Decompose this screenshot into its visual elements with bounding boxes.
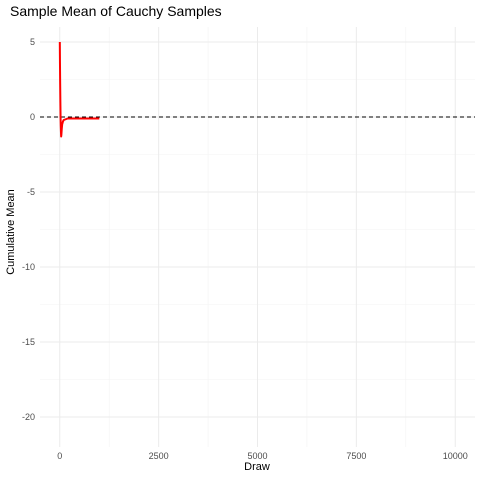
y-tick-label: -20 [22, 412, 35, 422]
series-group [58, 41, 100, 138]
x-tick-label: 10000 [443, 451, 468, 461]
x-axis-label: Draw [244, 461, 270, 473]
grid [40, 27, 475, 447]
x-tick-label: 5000 [247, 451, 267, 461]
y-tick-labels: 5 0 -5 -10 -15 -20 [22, 37, 35, 422]
y-tick-label: -10 [22, 262, 35, 272]
y-tick-label: 0 [30, 112, 35, 122]
y-tick-label: 5 [30, 37, 35, 47]
x-tick-label: 2500 [149, 451, 169, 461]
x-tick-labels: 0 2500 5000 7500 10000 [57, 451, 467, 461]
y-tick-label: -15 [22, 337, 35, 347]
chart-title: Sample Mean of Cauchy Samples [10, 3, 222, 19]
x-tick-label: 7500 [346, 451, 366, 461]
y-tick-label: -5 [27, 187, 35, 197]
y-axis-label: Cumulative Mean [5, 189, 17, 275]
series-line [58, 41, 100, 138]
x-tick-label: 0 [57, 451, 62, 461]
